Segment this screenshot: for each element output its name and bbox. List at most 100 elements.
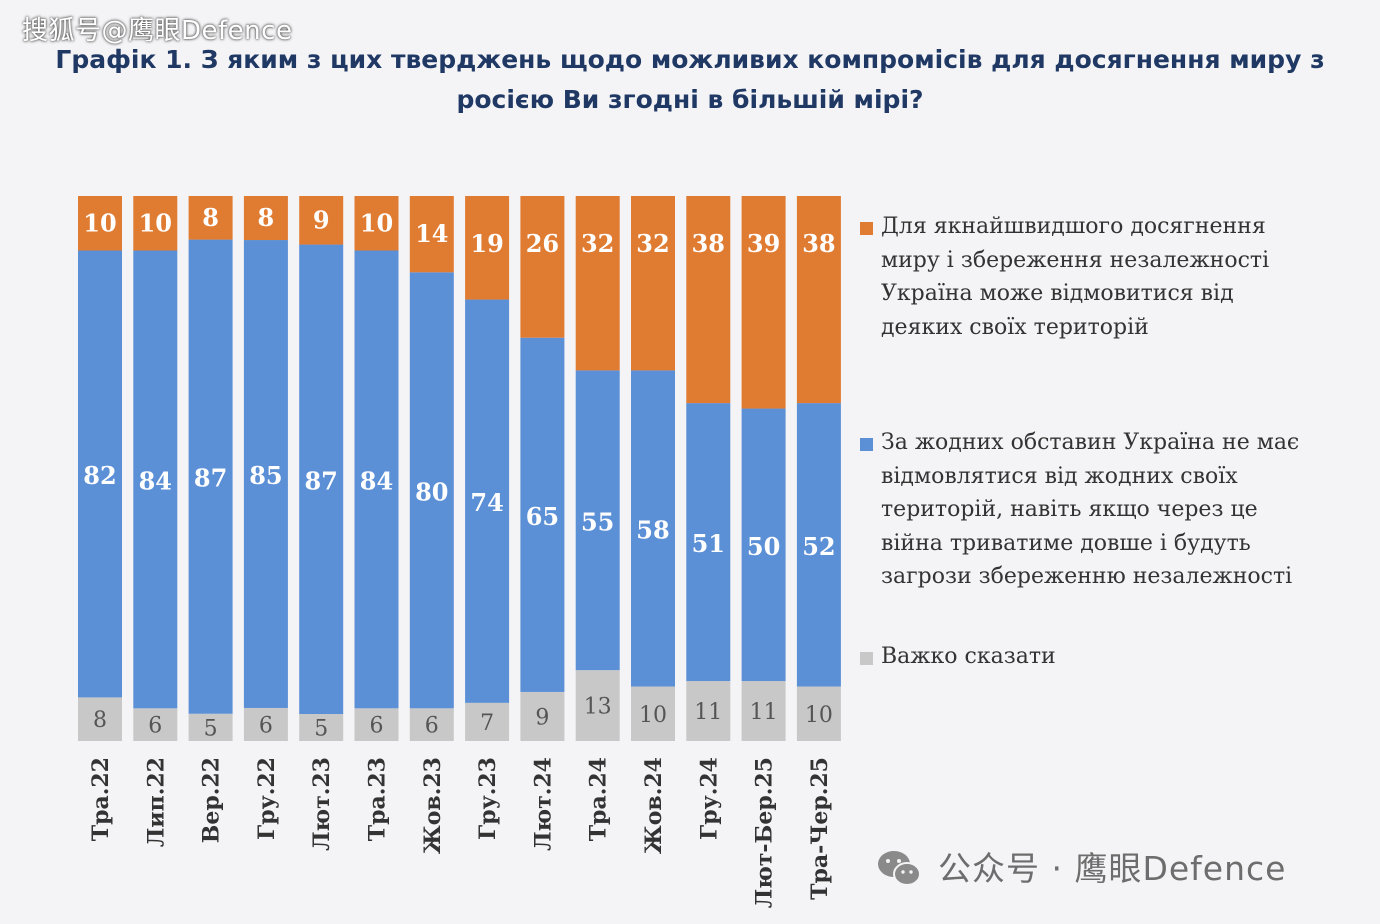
- data-label: 32: [581, 229, 614, 258]
- bar-segment: [243, 707, 288, 741]
- data-label: 82: [83, 461, 116, 490]
- data-label: 58: [636, 515, 669, 544]
- data-label: 5: [204, 716, 218, 741]
- bar-segment: [78, 196, 122, 251]
- x-tick-label: Жов.24: [641, 757, 667, 854]
- data-label: 10: [805, 703, 833, 728]
- bar-segment: [631, 370, 675, 687]
- legend-item-concede: Для якнайшвидшого досягнення миру і збер…: [860, 210, 1320, 344]
- data-label: 9: [313, 205, 330, 234]
- x-tick-label: Тра.23: [365, 757, 391, 841]
- bar-segment: [520, 337, 565, 692]
- x-tick-label: Лют.24: [530, 757, 556, 851]
- x-tick-label: Гру.22: [254, 757, 280, 840]
- data-label: 19: [470, 229, 503, 258]
- bar-segment: [520, 691, 565, 741]
- bar-segment: [575, 196, 620, 371]
- bar-segment: [354, 196, 399, 251]
- data-label: 8: [202, 203, 219, 232]
- bar-segment: [741, 408, 786, 682]
- bar-segment: [354, 708, 399, 741]
- bar-segment: [409, 272, 454, 709]
- data-label: 26: [526, 229, 559, 258]
- x-tick-label: Гру.23: [475, 757, 501, 840]
- data-label: 7: [480, 711, 494, 736]
- data-label: 38: [692, 229, 725, 258]
- bar-segment: [299, 244, 344, 715]
- bar-segment: [354, 250, 399, 709]
- bar-segment: [796, 403, 841, 687]
- data-label: 85: [249, 461, 282, 490]
- bar-segment: [631, 196, 675, 371]
- data-label: 65: [526, 502, 559, 531]
- bar-segment: [686, 196, 731, 404]
- data-label: 55: [581, 507, 614, 536]
- x-tick-label: Гру.24: [696, 757, 722, 840]
- data-label: 6: [259, 713, 273, 738]
- bar-segment: [78, 250, 122, 698]
- bar-segment: [631, 686, 675, 741]
- bar-segment: [409, 708, 454, 741]
- legend-swatch-orange: [860, 222, 873, 235]
- legend-label-no-concession: За жодних обставин Україна не має відмов…: [881, 430, 1300, 589]
- bar-segment: [796, 196, 841, 404]
- data-label: 80: [415, 477, 448, 506]
- data-label: 50: [747, 532, 780, 561]
- x-tick-label: Лют-Бер.25: [752, 757, 778, 908]
- chart-title: Графік 1. З яким з цих тверджень щодо мо…: [55, 45, 1325, 114]
- data-label: 51: [692, 529, 725, 558]
- bar-segment: [188, 239, 233, 714]
- bar-segment: [243, 196, 288, 241]
- x-tick-label: Тра.22: [88, 757, 114, 841]
- data-label: 87: [304, 466, 337, 495]
- bar-segment: [575, 670, 620, 741]
- data-label: 32: [636, 229, 669, 258]
- data-label: 13: [584, 695, 612, 720]
- watermark-top: 搜狐号@鹰眼Defence: [22, 16, 293, 46]
- bar-segment: [796, 686, 841, 741]
- bar-segment: [520, 196, 565, 338]
- legend-label-hard-to-say: Важко сказати: [881, 644, 1056, 669]
- x-tick-label: Жов.23: [420, 757, 446, 854]
- x-tick-label: Лют.23: [309, 757, 335, 851]
- bar-segment: [133, 250, 178, 709]
- data-label: 6: [148, 714, 162, 739]
- bar-segment: [686, 681, 731, 741]
- data-label: 10: [139, 208, 172, 237]
- data-label: 8: [93, 708, 107, 733]
- x-tick-label: Вер.22: [199, 757, 225, 843]
- bar-segment: [465, 196, 510, 300]
- data-label: 74: [470, 488, 503, 517]
- bar-segment: [465, 299, 510, 703]
- bar-segment: [299, 714, 344, 741]
- data-label: 11: [750, 700, 778, 725]
- bar-segment: [188, 196, 233, 240]
- data-label: 11: [694, 700, 722, 725]
- data-label: 5: [314, 717, 328, 742]
- data-label: 6: [425, 714, 439, 739]
- bar-segment: [575, 370, 620, 671]
- data-label: 6: [370, 714, 384, 739]
- legend-item-hard-to-say: Важко сказати: [860, 640, 1320, 674]
- x-tick-label: Тра.24: [586, 757, 612, 841]
- bar-segment: [78, 697, 122, 741]
- x-tick-label: Лип.22: [143, 757, 169, 847]
- data-label: 10: [360, 208, 393, 237]
- watermark-bottom: 公众号 · 鹰眼Defence: [938, 849, 1287, 888]
- bar-segment: [741, 196, 786, 409]
- data-label: 9: [535, 705, 549, 730]
- data-label: 8: [258, 203, 275, 232]
- legend-item-no-concession: За жодних обставин Україна не має відмов…: [860, 426, 1320, 594]
- bar-segment: [133, 708, 178, 741]
- bar-segment: [243, 240, 288, 708]
- bar-segment: [741, 681, 786, 741]
- bar-segment: [188, 713, 233, 741]
- data-label: 84: [360, 466, 393, 495]
- data-label: 10: [639, 703, 667, 728]
- data-label: 87: [194, 464, 227, 493]
- legend-swatch-gray: [860, 652, 873, 665]
- data-label: 39: [747, 229, 780, 258]
- wechat-icon: [878, 851, 921, 886]
- data-label: 10: [83, 208, 116, 237]
